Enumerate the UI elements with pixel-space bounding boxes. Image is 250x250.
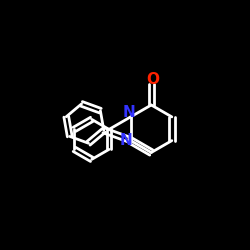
Text: N: N	[123, 105, 136, 120]
Text: O: O	[146, 72, 159, 87]
Text: N: N	[120, 133, 132, 148]
